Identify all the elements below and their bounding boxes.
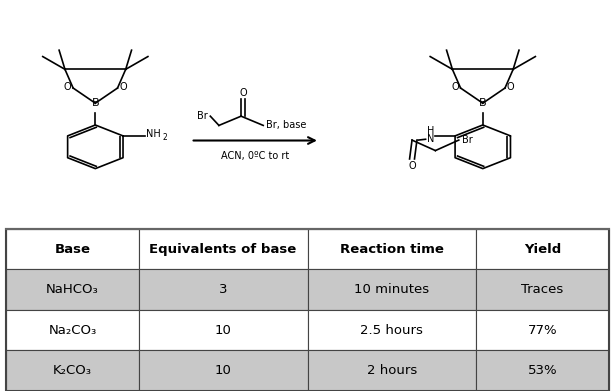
Text: K₂CO₃: K₂CO₃ [53,364,92,377]
Text: O: O [408,161,416,171]
Text: 77%: 77% [528,324,557,337]
Bar [476,350,609,391]
Bar [139,310,308,350]
Text: NH: NH [146,129,161,139]
Text: 2.5 hours: 2.5 hours [360,324,423,337]
Bar [6,229,139,269]
Text: 10 minutes: 10 minutes [354,283,429,296]
Text: 2 hours: 2 hours [367,364,417,377]
Text: Br: Br [462,135,472,145]
Text: 10: 10 [215,324,232,337]
Text: H: H [427,126,434,136]
Text: O: O [239,88,247,98]
Text: Br, base: Br, base [266,120,306,131]
Text: B: B [92,98,99,108]
Text: 3: 3 [219,283,228,296]
Text: B: B [479,98,486,108]
Bar [6,310,139,350]
Text: 2: 2 [162,133,167,142]
Text: Yield: Yield [524,242,561,255]
Text: ACN, 0ºC to rt: ACN, 0ºC to rt [221,151,289,161]
Bar [139,350,308,391]
Text: NaHCO₃: NaHCO₃ [46,283,99,296]
Text: N: N [427,134,434,144]
Bar [308,229,476,269]
Text: O: O [451,82,459,92]
Text: Base: Base [55,242,90,255]
Bar [476,269,609,310]
Text: O: O [64,82,71,92]
Bar [6,350,139,391]
Bar [139,269,308,310]
Bar [308,310,476,350]
Text: Na₂CO₃: Na₂CO₃ [49,324,97,337]
Text: Equivalents of base: Equivalents of base [149,242,297,255]
Bar [476,310,609,350]
Bar [6,269,139,310]
Text: O: O [507,82,514,92]
Text: Br: Br [197,111,207,121]
Text: Reaction time: Reaction time [340,242,444,255]
Bar [308,269,476,310]
Bar [308,350,476,391]
Text: 53%: 53% [528,364,557,377]
Text: 10: 10 [215,364,232,377]
Bar [476,229,609,269]
Text: Traces: Traces [522,283,564,296]
Text: O: O [119,82,127,92]
Bar [139,229,308,269]
